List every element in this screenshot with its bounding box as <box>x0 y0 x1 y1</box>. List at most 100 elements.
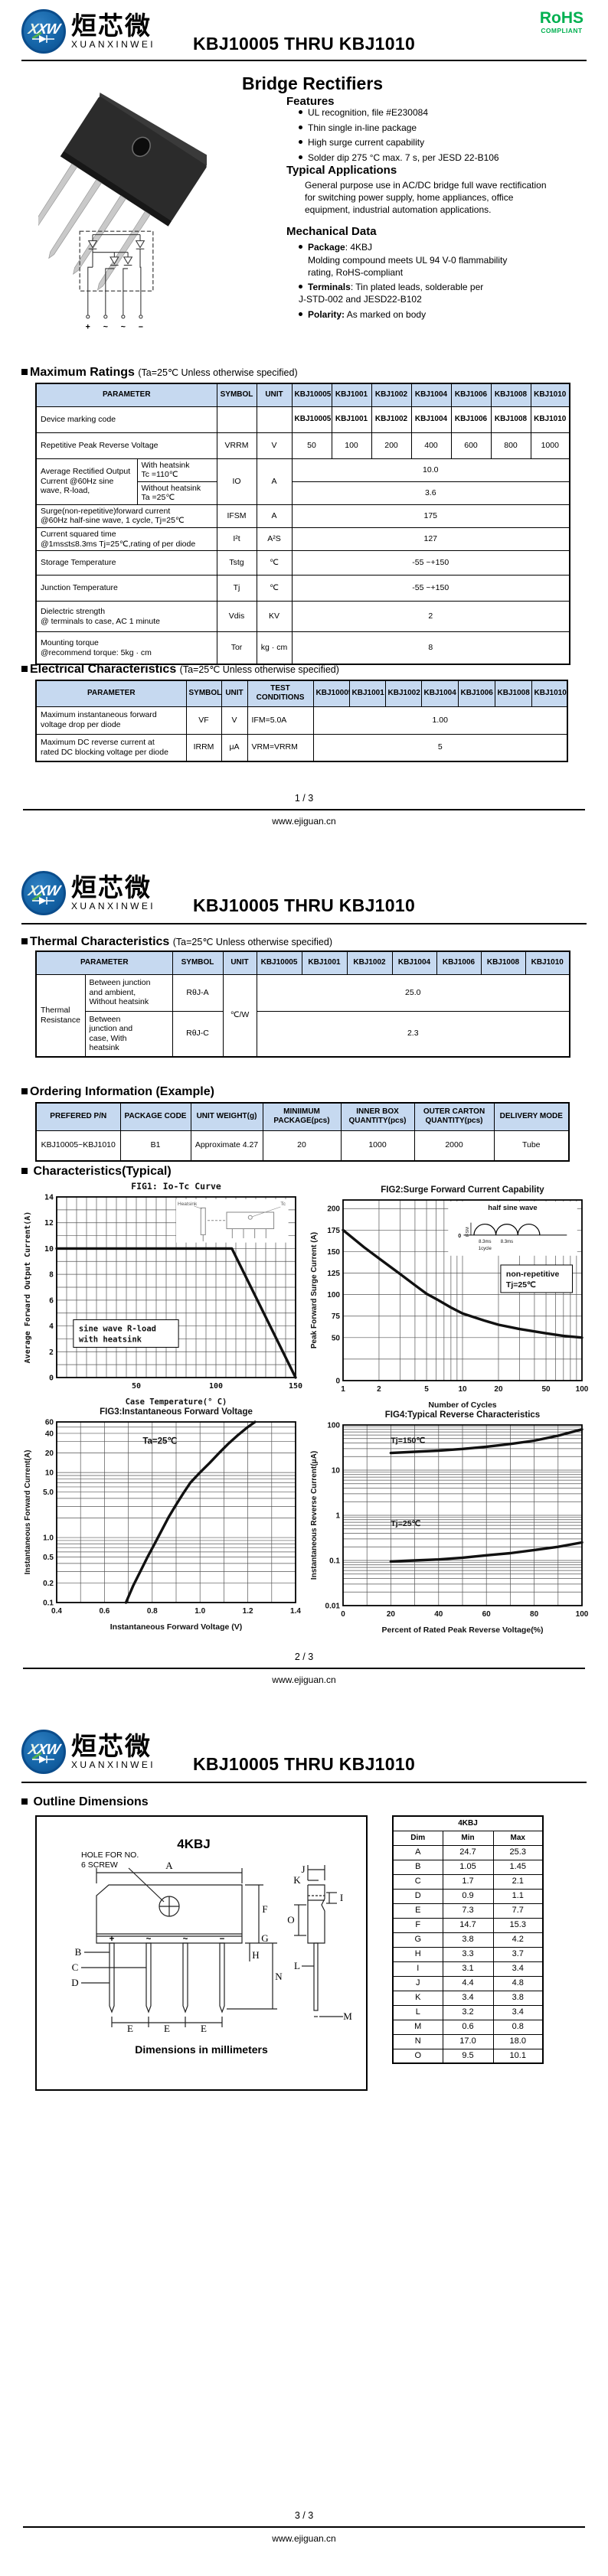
dim-row: E 7.3 7.7 <box>392 1903 544 1919</box>
y-tick-label: 1.0 <box>43 1534 54 1543</box>
footer-rule <box>23 809 585 810</box>
feature-item: UL recognition, file #E230084 <box>299 106 499 119</box>
y-tick-label: 4 <box>49 1322 54 1331</box>
rohs-badge: RoHS COMPLIANT <box>540 9 583 34</box>
x-tick-label: 0 <box>341 1610 345 1619</box>
dim-C-label: C <box>72 1961 79 1973</box>
fig3-svg: 0.4 0.6 0.8 1.0 1.2 1.4 0.1 0.2 0.5 1.0 5.0 10 20 40 6… <box>24 1407 301 1632</box>
dim-row: F 14.7 15.3 <box>392 1917 544 1933</box>
brand-text: 烜芯微 XUANXINWEI <box>71 1733 155 1770</box>
series-IFSM <box>342 1228 583 1339</box>
table-row: Current squared time @1ms≤t≤8.3ms Tj=25℃… <box>35 527 570 552</box>
brand-logo: XXW 烜芯微 XUANXINWEI <box>21 871 155 915</box>
y-tick-label: 1 <box>335 1512 340 1521</box>
ordering-table: PREFERED P/N PACKAGE CODE UNIT WEIGHT(g) MI… <box>35 1102 570 1162</box>
x-tick-label: 0.8 <box>147 1607 158 1616</box>
y-tick-label: 14 <box>44 1194 54 1202</box>
x-axis-label: Case Temperature(° C) <box>126 1397 227 1407</box>
mech-cont: Molding compound meets UL 94 V-0 flammab… <box>308 254 508 278</box>
y-axis-label: Average Forward Output Current(A) <box>24 1211 32 1364</box>
dim-E-label: E <box>164 2023 170 2034</box>
y-tick-label: 100 <box>327 1422 340 1430</box>
table-row: KBJ10005~KBJ1010 B1 Approximate 4.27 20 1000… <box>35 1130 570 1162</box>
y-tick-label: 200 <box>327 1205 340 1214</box>
x-tick-label: 100 <box>209 1382 223 1391</box>
page-3: XXW 烜芯微 XUANXINWEI KBJ10005 THRU KBJ1010… <box>0 1717 608 2576</box>
x-tick-label: 100 <box>576 1385 589 1394</box>
annotation-text: with heatsink <box>79 1335 142 1344</box>
inset-ms-label: 8.3ms <box>501 1240 513 1244</box>
table-row: Thermal Resistance Between junction and … <box>35 973 570 1058</box>
mech-item: Terminals: Tin plated leads, solderable … <box>299 281 582 306</box>
inset-ms-label: 8.3ms <box>479 1240 491 1244</box>
table-row: Surge(non-repetitive)forward current @60… <box>35 504 570 529</box>
mech-rest: As marked on body <box>345 308 427 320</box>
section-condition: (Ta=25℃ Unless otherwise specified) <box>172 937 332 947</box>
x-tick-label: 10 <box>458 1385 467 1394</box>
mech-item: Package: 4KBJ Molding compound meets UL 9… <box>299 241 582 279</box>
x-tick-label: 20 <box>387 1610 396 1619</box>
rohs-compliant-label: COMPLIANT <box>541 27 583 35</box>
applications-text: General purpose use in AC/DC bridge full… <box>305 180 547 215</box>
y-tick-label: 50 <box>332 1334 341 1342</box>
inset-tc-label: Tc <box>280 1202 286 1207</box>
x-tick-label: 1.2 <box>243 1607 253 1616</box>
dim-A-label: A <box>165 1860 173 1871</box>
chart-title: FIG1: Io-Tc Curve <box>131 1181 221 1192</box>
brand-logo: XXW 烜芯微 XUANXINWEI <box>21 9 155 54</box>
y-axis-label: Instantaneous Forward Current(A) <box>24 1450 32 1575</box>
hole-label-2: 6 SCREW <box>81 1860 118 1870</box>
table-row: Maximum DC reverse current at rated DC b… <box>35 733 568 762</box>
chart-title: FIG2:Surge Forward Current Capability <box>381 1185 544 1195</box>
dim-L-label: L <box>294 1960 300 1971</box>
page-1: XXW 烜芯微 XUANXINWEI KBJ10005 THRU KBJ1010… <box>0 0 608 859</box>
table-row: Mounting torque @recommend torque: 5kg ·… <box>35 631 570 665</box>
fig4-svg: 0 20 40 60 80 100 0.01 0.1 1 10 100 FIG4:Typical Re… <box>310 1410 589 1635</box>
section-condition: (Ta=25℃ Unless otherwise specified) <box>179 664 339 675</box>
y-tick-label: 10 <box>332 1467 341 1475</box>
dim-table-header-row: Dim Min Max <box>392 1830 544 1846</box>
y-tick-label: 100 <box>327 1291 340 1299</box>
brand-logo-mark: XXW <box>21 9 66 54</box>
header-rule <box>21 60 587 61</box>
dim-row: A 24.7 25.3 <box>392 1844 544 1860</box>
fig4-chart: 0 20 40 60 80 100 0.01 0.1 1 10 100 FIG4:Typical Re… <box>308 1407 593 1640</box>
page-2: XXW 烜芯微 XUANXINWEI KBJ10005 THRU KBJ1010… <box>0 859 608 1717</box>
mech-item: Polarity: As marked on body <box>299 308 582 321</box>
dim-row: N 17.0 18.0 <box>392 2033 544 2049</box>
y-tick-label: 8 <box>49 1271 54 1280</box>
doc-title: KBJ10005 THRU KBJ1010 <box>192 895 416 915</box>
dim-B-label: B <box>75 1946 82 1958</box>
x-tick-label: 80 <box>530 1610 539 1619</box>
dim-row: H 3.3 3.7 <box>392 1946 544 1962</box>
y-tick-label: 0.1 <box>329 1557 340 1566</box>
series-label: Tj=25℃ <box>391 1519 420 1528</box>
dim-G-label: G <box>261 1932 268 1944</box>
y-tick-label: 10 <box>45 1469 54 1478</box>
table-row: Device marking code KBJ10005 KBJ1001 KBJ10… <box>35 406 570 433</box>
inset-zero-label: 0 <box>458 1234 461 1239</box>
dim-H-label: H <box>252 1949 259 1961</box>
dim-row: M 0.6 0.8 <box>392 2019 544 2035</box>
feature-item: Solder dip 275 °C max. 7 s, per JESD 22-… <box>299 152 499 165</box>
product-title: Bridge Rectifiers <box>242 73 384 93</box>
dim-E-label: E <box>127 2023 133 2034</box>
dim-F-label: F <box>262 1903 267 1915</box>
hole-label-1: HOLE FOR NO. <box>81 1850 139 1860</box>
brand-text: 烜芯微 XUANXINWEI <box>71 13 155 50</box>
empty-cell <box>216 406 257 433</box>
y-tick-label: 0.2 <box>43 1580 54 1588</box>
footer-url: www.ejiguan.cn <box>272 2533 336 2544</box>
page-number: 2 / 3 <box>294 1652 314 1662</box>
table-row: Storage Temperature Tstg ℃ -55 ~+150 <box>35 550 570 576</box>
brand-name-en: XUANXINWEI <box>71 1759 156 1770</box>
table-row: Repetitive Peak Reverse Voltage VRRM V 50… <box>35 432 570 459</box>
section-title: Electrical Characteristics <box>30 663 177 676</box>
mechanical-list: Package: 4KBJ Molding compound meets UL 9… <box>299 239 582 323</box>
x-tick-label: 5 <box>424 1385 429 1394</box>
dim-row: G 3.8 4.2 <box>392 1932 544 1948</box>
features-heading: Features <box>286 95 335 108</box>
section-title: Maximum Ratings <box>30 366 135 379</box>
section-square-icon <box>21 1088 28 1094</box>
